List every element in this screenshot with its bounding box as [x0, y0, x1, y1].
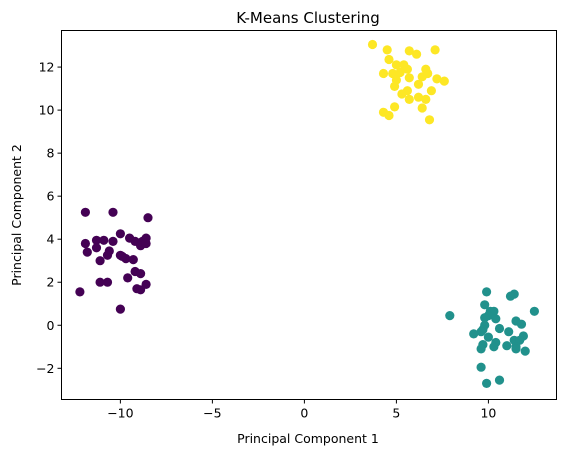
data-point: [384, 110, 394, 121]
data-point: [491, 314, 501, 324]
x-tick-label: 0: [300, 406, 308, 421]
data-point: [91, 235, 102, 245]
data-point: [505, 291, 516, 301]
data-point: [136, 285, 146, 295]
data-point: [367, 39, 378, 50]
data-point: [391, 60, 401, 70]
data-point: [395, 67, 405, 78]
ticks-layer: −10 −5 0 5 10 −2 0 2 4 6 8 10 12: [36, 60, 496, 421]
data-point: [511, 344, 521, 354]
data-point: [529, 306, 540, 316]
data-point: [489, 342, 499, 352]
data-point: [432, 74, 442, 84]
data-point: [80, 238, 90, 249]
data-point: [384, 54, 394, 65]
data-point: [482, 287, 492, 297]
data-point: [412, 49, 422, 59]
plot-frame: [61, 30, 557, 400]
data-point: [439, 76, 449, 86]
x-axis-label: Principal Component 1: [237, 431, 379, 446]
y-axis-label: Principal Component 2: [9, 144, 24, 286]
data-point: [80, 207, 90, 217]
data-point: [504, 327, 514, 337]
data-point: [390, 102, 400, 112]
data-point: [95, 277, 105, 287]
data-point: [99, 235, 109, 245]
y-tick-label: 2: [47, 275, 55, 290]
data-point: [423, 68, 433, 79]
data-point: [430, 45, 440, 55]
data-point: [480, 313, 490, 323]
data-point: [445, 311, 455, 321]
data-point: [82, 247, 92, 257]
data-point: [390, 81, 400, 91]
data-point: [480, 300, 490, 310]
y-tick-label: 10: [39, 103, 55, 118]
data-point: [482, 378, 492, 388]
x-tick-label: −10: [107, 406, 133, 421]
data-point: [382, 45, 392, 55]
data-point: [469, 329, 479, 339]
data-point: [494, 323, 505, 334]
data-point: [141, 238, 151, 249]
data-point: [108, 236, 118, 246]
data-point: [404, 73, 414, 83]
data-point: [102, 250, 113, 260]
data-point: [143, 213, 153, 223]
data-point: [123, 273, 133, 283]
x-tick-label: 5: [392, 406, 400, 421]
data-point: [397, 89, 407, 99]
data-point: [413, 79, 424, 89]
data-point: [115, 229, 125, 239]
y-tick-label: 6: [47, 189, 55, 204]
y-tick-label: 4: [47, 232, 55, 247]
y-tick-label: 8: [47, 146, 55, 161]
x-tick-label: −5: [203, 406, 221, 421]
data-point: [91, 243, 102, 253]
data-point: [117, 251, 127, 261]
data-point: [494, 375, 505, 385]
x-tick-label: 10: [480, 406, 496, 421]
data-point: [476, 362, 486, 372]
data-point: [424, 115, 435, 125]
data-point: [417, 103, 427, 113]
data-point: [128, 255, 138, 265]
data-point: [413, 92, 424, 102]
data-point: [404, 94, 414, 104]
data-point: [476, 327, 486, 337]
chart-title: K-Means Clustering: [236, 9, 380, 27]
data-point: [378, 68, 389, 79]
data-point: [136, 269, 146, 279]
data-point: [520, 346, 530, 356]
points-layer: [75, 39, 540, 388]
data-point: [402, 64, 412, 74]
data-point: [404, 46, 414, 56]
data-point: [102, 277, 113, 287]
data-point: [426, 86, 436, 96]
data-point: [502, 341, 512, 351]
data-point: [476, 344, 486, 354]
data-point: [75, 287, 85, 297]
data-point: [516, 319, 527, 329]
data-point: [95, 256, 105, 266]
y-tick-label: 0: [47, 318, 55, 333]
y-tick-label: 12: [39, 60, 55, 75]
data-point: [483, 332, 493, 342]
data-point: [421, 94, 431, 104]
y-tick-label: −2: [36, 361, 54, 376]
data-point: [115, 304, 125, 314]
data-point: [108, 207, 118, 217]
